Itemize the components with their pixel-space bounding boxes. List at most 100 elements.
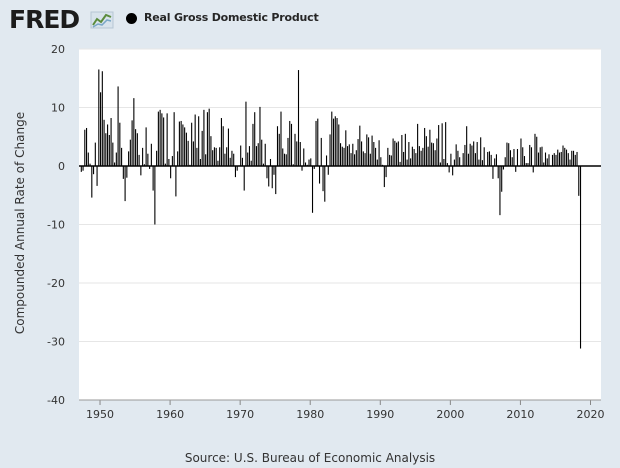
data-bar[interactable]	[157, 111, 159, 166]
data-bar[interactable]	[579, 166, 582, 349]
data-bar[interactable]	[112, 142, 114, 166]
data-bar[interactable]	[385, 166, 387, 178]
data-bar[interactable]	[504, 157, 506, 166]
data-bar[interactable]	[394, 140, 396, 166]
data-bar[interactable]	[536, 136, 538, 166]
data-bar[interactable]	[122, 166, 124, 179]
data-bar[interactable]	[406, 159, 408, 166]
data-bar[interactable]	[404, 133, 406, 166]
data-bar[interactable]	[481, 160, 483, 166]
data-bar[interactable]	[397, 141, 399, 166]
data-bar[interactable]	[555, 154, 557, 166]
data-bar[interactable]	[296, 141, 298, 166]
data-bar[interactable]	[448, 166, 450, 173]
data-bar[interactable]	[276, 126, 279, 166]
data-bar[interactable]	[152, 166, 154, 191]
data-bar[interactable]	[501, 166, 503, 192]
data-bar[interactable]	[273, 166, 275, 175]
data-bar[interactable]	[378, 140, 380, 166]
data-bar[interactable]	[383, 166, 385, 188]
data-bar[interactable]	[266, 166, 268, 179]
data-bar[interactable]	[515, 166, 517, 172]
data-bar[interactable]	[290, 123, 293, 166]
data-bar[interactable]	[243, 166, 245, 191]
data-bar[interactable]	[159, 109, 161, 166]
data-bar[interactable]	[399, 161, 401, 166]
data-bar[interactable]	[329, 134, 331, 166]
data-bar[interactable]	[154, 166, 156, 225]
data-bar[interactable]	[257, 143, 259, 166]
data-bar[interactable]	[156, 150, 158, 166]
data-bar[interactable]	[548, 154, 550, 166]
data-bar[interactable]	[558, 152, 561, 166]
data-bar[interactable]	[457, 150, 459, 166]
data-bar[interactable]	[532, 166, 534, 173]
data-bar[interactable]	[114, 162, 116, 166]
data-bar[interactable]	[455, 144, 457, 166]
data-bar[interactable]	[574, 154, 576, 166]
data-bar[interactable]	[234, 166, 236, 178]
data-bar[interactable]	[529, 144, 531, 166]
data-bar[interactable]	[210, 136, 212, 166]
data-bar[interactable]	[478, 159, 480, 166]
data-bar[interactable]	[177, 151, 179, 166]
data-bar[interactable]	[389, 154, 391, 166]
data-bar[interactable]	[403, 151, 405, 166]
data-bar[interactable]	[212, 150, 214, 166]
data-bar[interactable]	[508, 143, 510, 166]
data-bar[interactable]	[340, 143, 342, 166]
data-bar[interactable]	[131, 120, 133, 166]
data-bar[interactable]	[241, 157, 244, 166]
data-bar[interactable]	[513, 149, 515, 166]
data-bar[interactable]	[537, 152, 540, 166]
data-bar[interactable]	[236, 166, 238, 171]
data-bar[interactable]	[173, 112, 175, 166]
data-bar[interactable]	[469, 143, 471, 166]
data-bar[interactable]	[431, 142, 433, 166]
data-bar[interactable]	[208, 108, 210, 166]
data-bar[interactable]	[303, 148, 305, 166]
data-bar[interactable]	[364, 153, 366, 166]
data-bar[interactable]	[520, 138, 522, 166]
data-bar[interactable]	[129, 139, 131, 166]
data-bar[interactable]	[194, 114, 196, 166]
data-bar[interactable]	[511, 157, 513, 166]
data-bar[interactable]	[557, 149, 559, 166]
data-bar[interactable]	[84, 129, 86, 166]
data-bar[interactable]	[115, 152, 117, 166]
data-bar[interactable]	[163, 117, 165, 166]
data-bar[interactable]	[325, 155, 328, 166]
data-bar[interactable]	[192, 141, 194, 166]
data-bar[interactable]	[354, 154, 356, 166]
data-bar[interactable]	[100, 92, 102, 166]
data-bar[interactable]	[268, 166, 270, 187]
data-bar[interactable]	[287, 137, 289, 166]
data-bar[interactable]	[145, 127, 147, 166]
data-bar[interactable]	[411, 146, 413, 166]
data-bar[interactable]	[255, 146, 258, 166]
data-bar[interactable]	[438, 125, 440, 166]
data-bar[interactable]	[474, 153, 476, 166]
data-bar[interactable]	[387, 147, 389, 166]
data-bar[interactable]	[185, 132, 187, 166]
data-bar[interactable]	[375, 147, 377, 166]
data-bar[interactable]	[473, 141, 475, 166]
data-bar[interactable]	[96, 166, 98, 186]
data-bar[interactable]	[187, 140, 189, 166]
data-bar[interactable]	[215, 147, 217, 166]
data-bar[interactable]	[348, 144, 350, 166]
data-bar[interactable]	[226, 147, 228, 166]
data-bar[interactable]	[271, 166, 273, 189]
data-bar[interactable]	[224, 153, 226, 166]
data-bar[interactable]	[304, 162, 307, 166]
data-bar[interactable]	[119, 122, 121, 166]
data-bar[interactable]	[424, 127, 426, 166]
data-bar[interactable]	[150, 143, 152, 166]
data-bar[interactable]	[168, 158, 170, 166]
data-bar[interactable]	[138, 154, 140, 166]
data-bar[interactable]	[476, 142, 478, 166]
data-bar[interactable]	[471, 145, 473, 166]
data-bar[interactable]	[166, 113, 168, 166]
data-bar[interactable]	[334, 116, 336, 166]
data-bar[interactable]	[294, 133, 296, 166]
